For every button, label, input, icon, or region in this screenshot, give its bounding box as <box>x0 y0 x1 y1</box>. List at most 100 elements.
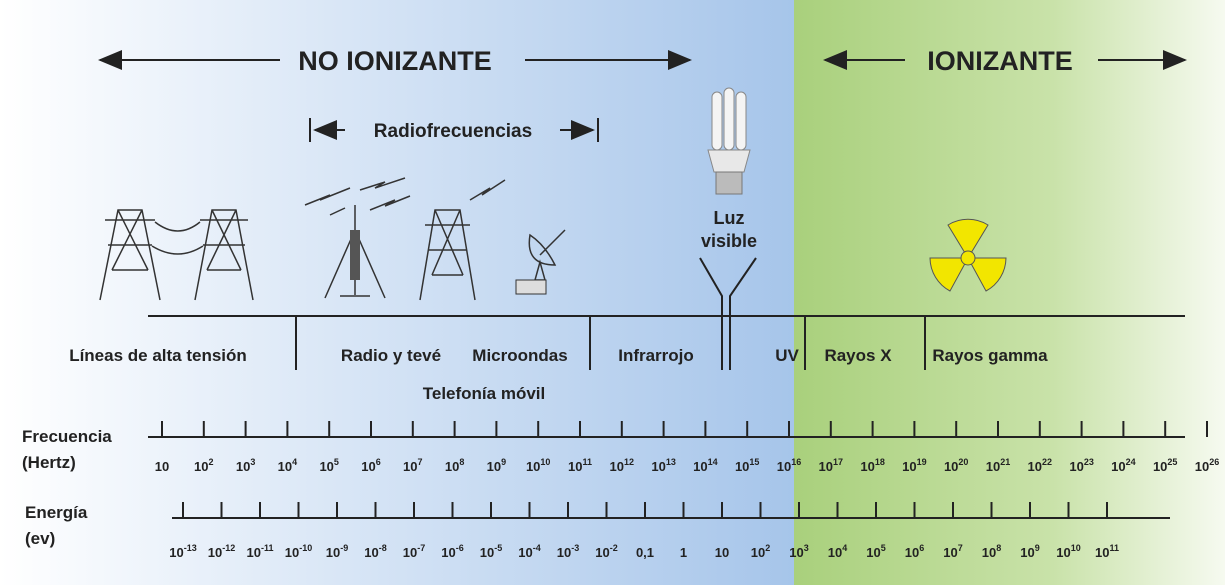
tick-base: 10 <box>403 545 417 560</box>
tick-exponent: 9 <box>501 457 506 467</box>
tick-exponent: 21 <box>1000 457 1010 467</box>
energy-label: (ev) <box>25 529 55 548</box>
tick-label: 1013 <box>651 457 675 474</box>
band-label: Rayos X <box>824 346 892 365</box>
tick-label: 1010 <box>526 457 550 474</box>
tick-label: 103 <box>236 457 255 474</box>
tick-exponent: 23 <box>1084 457 1094 467</box>
ionizing-zone <box>794 0 1225 585</box>
tick-exponent: -8 <box>379 543 387 553</box>
tick-base: 10 <box>278 459 292 474</box>
tick-base: 10 <box>285 545 299 560</box>
tick-label: 1010 <box>1056 543 1080 560</box>
tick-exponent: 17 <box>833 457 843 467</box>
tick-label: 10-9 <box>326 543 348 560</box>
light-bulb <box>707 87 751 195</box>
tick-base: 10 <box>403 459 417 474</box>
tick-label: 109 <box>487 457 506 474</box>
power-towers <box>99 209 254 301</box>
tick-base: 0,1 <box>636 545 654 560</box>
tick-label: 10 <box>155 459 169 474</box>
radiofrequency-label: Radiofrecuencias <box>374 121 532 142</box>
tick-base: 10 <box>595 545 609 560</box>
tick-label: 1026 <box>1195 457 1219 474</box>
antenna-body <box>350 230 360 280</box>
tick-exponent: 9 <box>1035 543 1040 553</box>
band-label: Microondas <box>472 346 567 365</box>
tick-base: 10 <box>1153 459 1167 474</box>
tick-base: 10 <box>866 545 880 560</box>
tick-exponent: 11 <box>1109 543 1119 553</box>
tick-exponent: -2 <box>610 543 618 553</box>
tick-exponent: 14 <box>708 457 718 467</box>
tick-label: 1018 <box>860 457 884 474</box>
tick-exponent: 2 <box>765 543 770 553</box>
tick-label: 10-12 <box>208 543 235 560</box>
tick-base: 10 <box>715 545 729 560</box>
tick-label: 108 <box>445 457 464 474</box>
tick-label: 103 <box>789 543 808 560</box>
tick-label: 1011 <box>1095 543 1119 560</box>
tick-base: 10 <box>1111 459 1125 474</box>
tick-label: 108 <box>982 543 1001 560</box>
tick-label: 1 <box>680 545 687 560</box>
tick-label: 105 <box>319 457 338 474</box>
tick-label: 1020 <box>944 457 968 474</box>
tick-exponent: 6 <box>376 457 381 467</box>
tick-exponent: 22 <box>1042 457 1052 467</box>
tick-exponent: -9 <box>340 543 348 553</box>
band-label: Telefonía móvil <box>423 384 546 403</box>
tick-exponent: 10 <box>1071 543 1081 553</box>
tick-exponent: 11 <box>582 457 592 467</box>
tick-base: 10 <box>1095 545 1109 560</box>
tick-base: 10 <box>902 459 916 474</box>
tick-base: 10 <box>1020 545 1034 560</box>
tick-exponent: 5 <box>334 457 339 467</box>
band-label: Rayos gamma <box>932 346 1048 365</box>
tick-base: 10 <box>208 545 222 560</box>
tick-label: 10-8 <box>364 543 386 560</box>
tick-exponent: 8 <box>459 457 464 467</box>
tick-label: 1024 <box>1111 457 1135 474</box>
band-label: Radio y tevé <box>341 346 441 365</box>
band-label: UV <box>775 346 799 365</box>
visible-light-label: Luz <box>714 208 745 228</box>
tick-exponent: 8 <box>996 543 1001 553</box>
non-ionizing-title: NO IONIZANTE <box>298 46 492 76</box>
tick-exponent: 15 <box>749 457 759 467</box>
tick-exponent: 24 <box>1126 457 1136 467</box>
tick-base: 10 <box>1069 459 1083 474</box>
tick-exponent: 7 <box>418 457 423 467</box>
frequency-label: Frecuencia <box>22 427 112 446</box>
tick-base: 10 <box>361 459 375 474</box>
tick-exponent: -3 <box>571 543 579 553</box>
tick-exponent: 20 <box>958 457 968 467</box>
tick-label: 105 <box>866 543 885 560</box>
tick-base: 1 <box>680 545 687 560</box>
tick-base: 10 <box>155 459 169 474</box>
tick-base: 10 <box>194 459 208 474</box>
tick-base: 10 <box>819 459 833 474</box>
tick-label: 10-3 <box>557 543 579 560</box>
tick-exponent: 5 <box>881 543 886 553</box>
tick-label: 1011 <box>568 457 592 474</box>
tick-label: 106 <box>361 457 380 474</box>
tick-label: 102 <box>194 457 213 474</box>
tick-label: 0,1 <box>636 545 654 560</box>
tick-label: 1012 <box>610 457 634 474</box>
tick-label: 107 <box>403 457 422 474</box>
ionizing-title: IONIZANTE <box>927 46 1073 76</box>
tick-label: 1017 <box>819 457 843 474</box>
tick-exponent: 4 <box>842 543 847 553</box>
tick-label: 1019 <box>902 457 926 474</box>
tick-base: 10 <box>319 459 333 474</box>
tick-exponent: 25 <box>1167 457 1177 467</box>
tick-base: 10 <box>828 545 842 560</box>
tick-exponent: 16 <box>791 457 801 467</box>
tick-base: 10 <box>944 459 958 474</box>
tick-exponent: -13 <box>184 543 197 553</box>
tick-base: 10 <box>735 459 749 474</box>
tick-base: 10 <box>364 545 378 560</box>
tick-label: 1025 <box>1153 457 1177 474</box>
